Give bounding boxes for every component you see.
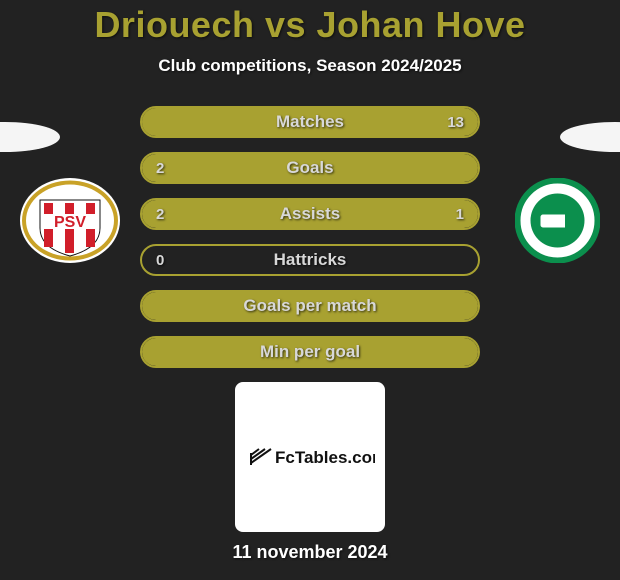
branding-text: FcTables.com [275,448,375,467]
page-title: Driouech vs Johan Hove [94,4,525,46]
stat-value-left: 2 [156,160,164,177]
club-badge-left-text: PSV [54,214,86,231]
stat-label: Goals per match [243,296,376,316]
branding-logo: FcTables.com [245,443,375,471]
stat-bar: Goals per match [140,290,480,322]
stat-bar: 0 Hattricks [140,244,480,276]
stat-bar: 2 Goals [140,152,480,184]
stat-bar: 2 1 Assists [140,198,480,230]
stat-bars: 13 Matches 2 Goals 2 1 Assists 0 Hattricks Goals … [140,106,480,368]
stat-label: Assists [280,204,340,224]
page-subtitle: Club competitions, Season 2024/2025 [158,56,461,76]
date-label: 11 november 2024 [232,542,387,563]
stat-value-right: 13 [447,114,464,131]
club-badge-left: PSV [20,178,120,263]
stat-label: Matches [276,112,344,132]
branding-box: FcTables.com [235,382,385,532]
stat-label: Min per goal [260,342,360,362]
stat-bar: 13 Matches [140,106,480,138]
stat-value-left: 2 [156,206,164,223]
stat-label: Hattricks [274,250,347,270]
stat-value-right: 1 [456,206,464,223]
stat-label: Goals [286,158,333,178]
stat-bar: Min per goal [140,336,480,368]
comparison-card: Driouech vs Johan Hove Club competitions… [0,0,620,563]
stat-value-left: 0 [156,252,164,269]
club-badge-right [515,178,600,263]
